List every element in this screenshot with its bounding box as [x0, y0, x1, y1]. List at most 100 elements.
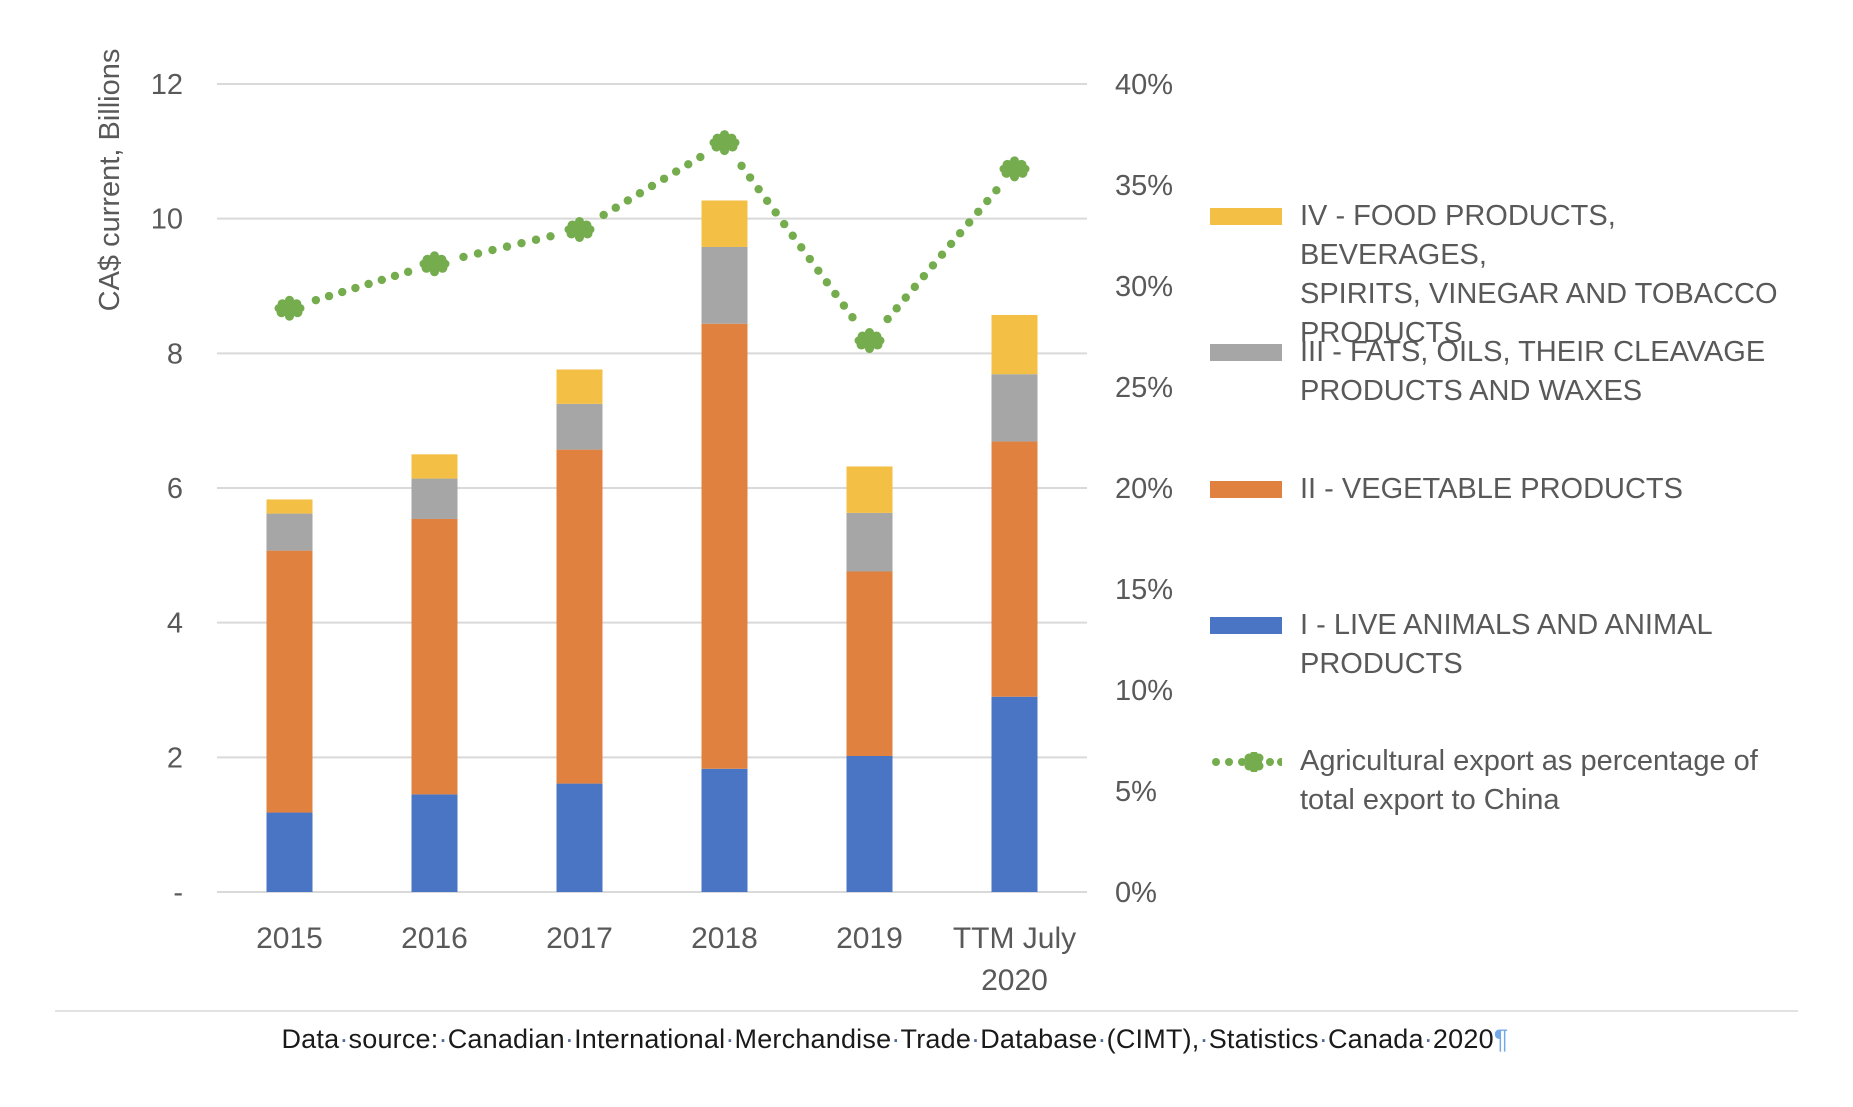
- bar-segment-2018-III: [701, 246, 748, 324]
- line-dot: [390, 271, 400, 281]
- bar-segment-2018-IV: [701, 200, 748, 247]
- legend-item-IV: IV - FOOD PRODUCTS, BEVERAGES, SPIRITS, …: [1210, 197, 1780, 353]
- line-dot: [883, 314, 892, 324]
- legend-label-III: III - FATS, OILS, THEIR CLEAVAGE PRODUCT…: [1300, 336, 1766, 407]
- legend-swatch-I: [1210, 617, 1282, 634]
- left-axis-tick-label: 6: [167, 473, 183, 505]
- percentage-line: [274, 130, 1030, 354]
- bar-segment-2019-II: [846, 571, 893, 756]
- x-axis-tick-label: 2020: [981, 964, 1048, 997]
- line-dot: [599, 210, 608, 220]
- line-dot: [892, 304, 901, 313]
- line-dot: [745, 173, 755, 182]
- marker-blob: [865, 328, 874, 338]
- legend-item-II: II - VEGETABLE PRODUCTS: [1210, 470, 1780, 509]
- line-dot: [937, 250, 947, 259]
- footer-divider: [55, 1010, 1798, 1012]
- bar-segment-2019-I: [846, 755, 893, 892]
- bar-segment-TTM-July-2020-II: [991, 441, 1038, 697]
- data-source-text: Data·source:·Canadian·International·Merc…: [281, 1024, 1494, 1054]
- marker-blob: [1021, 164, 1030, 173]
- left-axis-title: CA$ current, Billions: [94, 48, 126, 312]
- line-dot: [459, 252, 468, 262]
- line-dot: [771, 208, 780, 217]
- line-dot: [351, 283, 360, 293]
- line-dot: [831, 289, 840, 299]
- legend-item-I: I - LIVE ANIMALS AND ANIMAL PRODUCTS: [1210, 606, 1780, 684]
- line-dot: [983, 196, 992, 206]
- legend-item-III: III - FATS, OILS, THEIR CLEAVAGE PRODUCT…: [1210, 333, 1780, 411]
- legend-label-I: I - LIVE ANIMALS AND ANIMAL PRODUCTS: [1300, 609, 1713, 680]
- marker-blob: [720, 130, 729, 140]
- line-dot: [671, 167, 681, 176]
- line-dot: [403, 267, 413, 277]
- bar-segment-2015-III: [266, 513, 313, 551]
- line-dot: [788, 231, 797, 240]
- space-formatting-mark: ·: [1318, 1024, 1328, 1054]
- bar-segment-2015-IV: [266, 499, 313, 514]
- marker-blob: [876, 336, 885, 345]
- point-marker-2015: [274, 295, 305, 321]
- line-dot: [839, 301, 849, 310]
- bar-segment-TTM-July-2020-I: [991, 696, 1038, 892]
- right-axis-tick-label: 40%: [1115, 69, 1173, 101]
- left-axis-tick-label: -: [173, 877, 183, 909]
- bar-segment-2019-IV: [846, 466, 893, 513]
- line-dot: [635, 189, 645, 198]
- line-dot: [502, 242, 512, 251]
- marker-blob: [285, 295, 294, 305]
- line-dot: [901, 293, 910, 302]
- space-formatting-mark: ·: [1423, 1024, 1433, 1054]
- line-dot: [974, 207, 983, 216]
- bar-segment-2017-I: [556, 783, 603, 892]
- x-axis-tick-label: 2018: [691, 922, 758, 955]
- data-source-note: Data·source:·Canadian·International·Merc…: [0, 1024, 1790, 1055]
- bar-segment-TTM-July-2020-III: [991, 374, 1038, 442]
- marker-blob: [564, 225, 573, 234]
- bar-segment-2015-I: [266, 812, 313, 892]
- line-dot: [659, 174, 669, 183]
- line-dot: [964, 218, 974, 227]
- legend-swatch-IV: [1210, 208, 1282, 225]
- marker-blob: [999, 164, 1008, 173]
- legend-swatch-AGRI: [1210, 751, 1285, 773]
- line-dot: [473, 249, 483, 258]
- space-formatting-mark: ·: [725, 1024, 735, 1054]
- x-axis-tick-label: TTM July: [953, 922, 1076, 955]
- pilcrow-mark: ¶: [1493, 1024, 1509, 1054]
- space-formatting-mark: ·: [1097, 1024, 1107, 1054]
- line-dot: [623, 196, 633, 205]
- marker-blob: [430, 251, 439, 261]
- left-axis-tick-label: 4: [167, 608, 183, 640]
- marker-blob: [854, 336, 863, 345]
- line-dot: [488, 245, 497, 255]
- line-dot: [919, 271, 929, 281]
- marker-blob: [575, 232, 584, 242]
- right-axis-tick-label: 5%: [1115, 776, 1157, 808]
- bar-segment-2017-IV: [556, 369, 603, 404]
- bar-segment-2016-III: [411, 478, 458, 519]
- bar-segment-2017-III: [556, 403, 603, 450]
- bar-segment-2016-I: [411, 794, 458, 892]
- space-formatting-mark: ·: [339, 1024, 349, 1054]
- bar-segment-2018-I: [701, 768, 748, 892]
- line-dot: [611, 203, 620, 212]
- point-marker-2019: [854, 328, 885, 354]
- marker-blob: [296, 304, 305, 313]
- space-formatting-mark: ·: [564, 1024, 575, 1054]
- marker-blob: [586, 225, 595, 234]
- line-dot: [324, 291, 334, 301]
- marker-blob: [285, 311, 294, 321]
- x-axis-tick-label: 2017: [546, 922, 613, 955]
- line-dot: [946, 239, 956, 249]
- right-axis-tick-label: 35%: [1115, 170, 1173, 202]
- line-dot: [910, 282, 920, 292]
- x-axis-tick-label: 2016: [401, 922, 468, 955]
- space-formatting-mark: ·: [971, 1024, 981, 1054]
- marker-blob: [419, 259, 428, 268]
- bar-segment-2016-IV: [411, 454, 458, 479]
- line-dot: [647, 181, 657, 191]
- marker-blob: [441, 259, 450, 268]
- space-formatting-mark: ·: [1199, 1024, 1209, 1054]
